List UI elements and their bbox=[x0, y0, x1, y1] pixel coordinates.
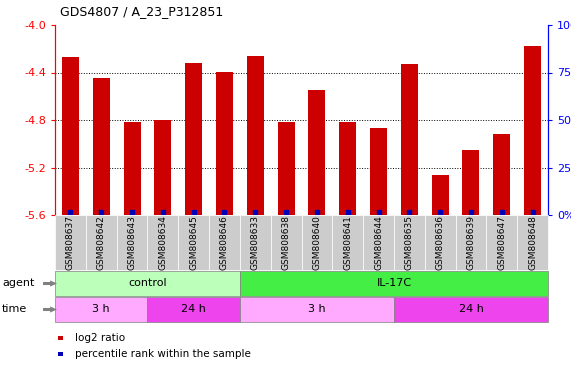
Bar bbox=[154, 120, 171, 215]
Text: GSM808640: GSM808640 bbox=[312, 215, 321, 270]
Text: GSM808635: GSM808635 bbox=[405, 215, 414, 270]
Text: GDS4807 / A_23_P312851: GDS4807 / A_23_P312851 bbox=[60, 5, 223, 18]
Text: agent: agent bbox=[2, 278, 34, 288]
Text: GSM808637: GSM808637 bbox=[66, 215, 75, 270]
Bar bbox=[123, 122, 140, 215]
Text: GSM808646: GSM808646 bbox=[220, 215, 229, 270]
Text: GSM808644: GSM808644 bbox=[374, 215, 383, 270]
Bar bbox=[93, 78, 110, 215]
Text: log2 ratio: log2 ratio bbox=[75, 333, 125, 343]
Text: GSM808643: GSM808643 bbox=[127, 215, 136, 270]
Bar bbox=[216, 73, 233, 215]
Text: 24 h: 24 h bbox=[181, 305, 206, 314]
Text: GSM808647: GSM808647 bbox=[497, 215, 506, 270]
Bar bbox=[247, 56, 264, 215]
Text: 24 h: 24 h bbox=[459, 305, 484, 314]
Text: GSM808638: GSM808638 bbox=[282, 215, 291, 270]
Text: GSM808645: GSM808645 bbox=[189, 215, 198, 270]
Bar bbox=[62, 57, 79, 215]
Text: control: control bbox=[128, 278, 167, 288]
Text: GSM808648: GSM808648 bbox=[528, 215, 537, 270]
Bar bbox=[339, 122, 356, 215]
Text: 3 h: 3 h bbox=[308, 305, 325, 314]
Text: GSM808636: GSM808636 bbox=[436, 215, 445, 270]
Text: GSM808641: GSM808641 bbox=[343, 215, 352, 270]
Text: 3 h: 3 h bbox=[93, 305, 110, 314]
Text: IL-17C: IL-17C bbox=[376, 278, 412, 288]
Text: GSM808639: GSM808639 bbox=[467, 215, 476, 270]
Text: GSM808642: GSM808642 bbox=[96, 215, 106, 270]
Bar bbox=[370, 128, 387, 215]
Text: GSM808633: GSM808633 bbox=[251, 215, 260, 270]
Text: time: time bbox=[2, 305, 27, 314]
Bar bbox=[401, 64, 418, 215]
Bar bbox=[493, 134, 510, 215]
Bar bbox=[278, 122, 295, 215]
Bar bbox=[463, 150, 480, 215]
Text: GSM808634: GSM808634 bbox=[158, 215, 167, 270]
Bar bbox=[185, 63, 202, 215]
Text: percentile rank within the sample: percentile rank within the sample bbox=[75, 349, 251, 359]
Bar bbox=[308, 90, 325, 215]
Bar bbox=[432, 175, 449, 215]
Bar bbox=[524, 46, 541, 215]
